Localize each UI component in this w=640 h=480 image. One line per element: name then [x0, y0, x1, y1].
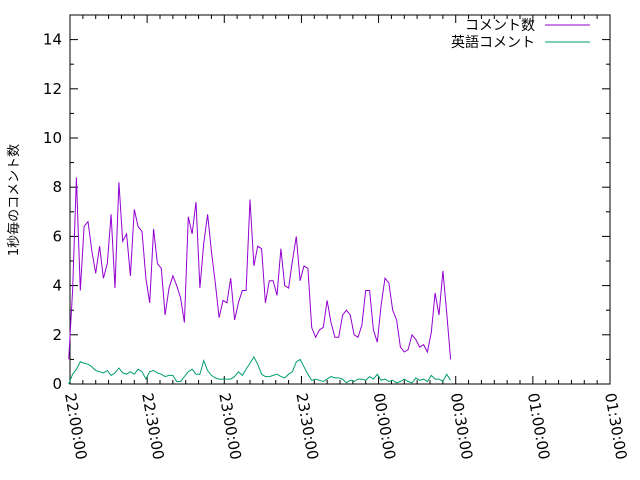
- x-tick-label: 00:30:00: [447, 392, 476, 461]
- series-line-0: [68, 177, 452, 360]
- series-layer: [68, 177, 452, 385]
- x-tick-label: 00:00:00: [370, 392, 399, 461]
- x-tick-label: 23:00:00: [215, 392, 244, 461]
- legend-label-0: コメント数: [465, 18, 535, 34]
- plot-area: 0 2 4 6 8 10 12 14 22:00:00 22:30:00 23:00:00 23:30…: [43, 14, 630, 461]
- x-tick-label: 22:30:00: [138, 392, 167, 461]
- y-tick-label: 6: [52, 227, 62, 245]
- x-tick-label: 22:00:00: [61, 392, 90, 461]
- legend-label-1: 英語コメント: [451, 34, 535, 51]
- y-tick-label: 8: [52, 178, 62, 196]
- y-axis-label: 1秒毎のコメント数: [6, 144, 22, 256]
- y-tick-label: 14: [43, 31, 62, 49]
- y-tick-label: 10: [43, 129, 62, 147]
- y-tick-label: 2: [52, 326, 62, 344]
- x-tick-label: 23:30:00: [292, 392, 321, 461]
- y-tick-label: 0: [52, 375, 62, 393]
- y-tick-label: 4: [52, 277, 62, 295]
- x-tick-label: 01:00:00: [524, 392, 553, 461]
- y-tick-label: 12: [43, 80, 62, 98]
- series-line-1: [68, 355, 452, 385]
- x-tick-label: 01:30:00: [601, 392, 630, 461]
